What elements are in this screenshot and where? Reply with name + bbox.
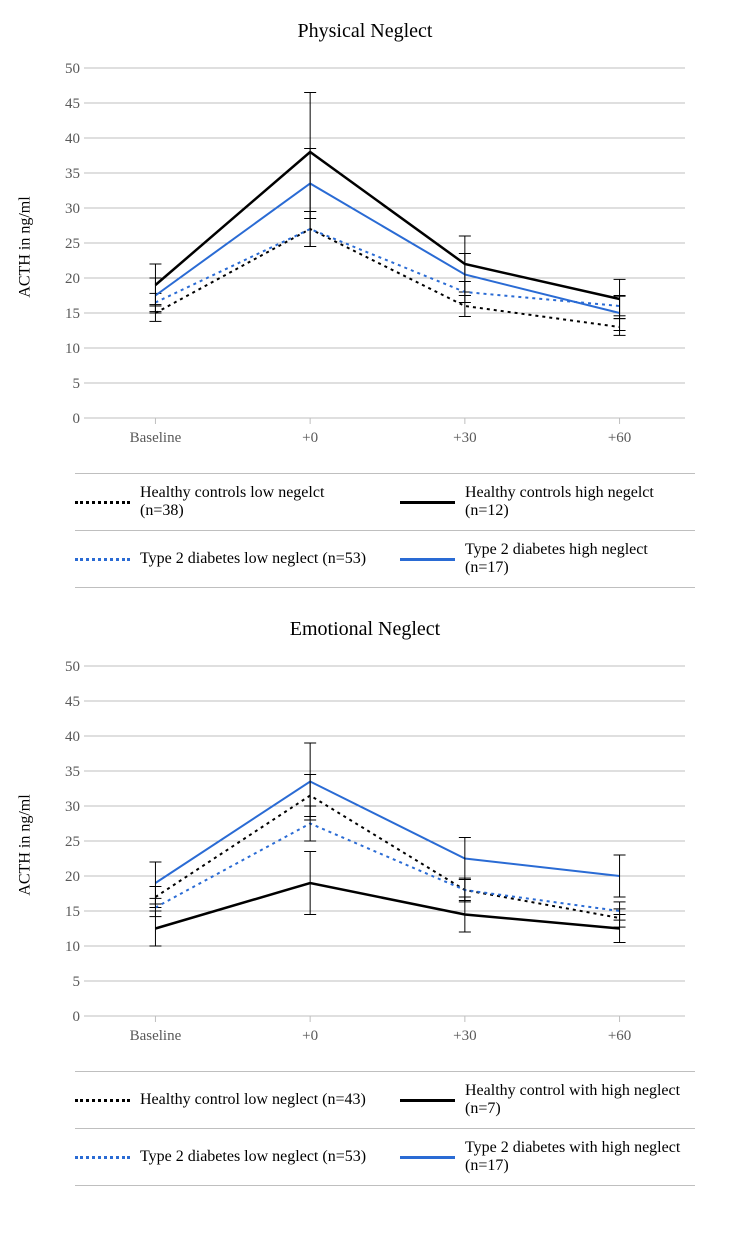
legend-swatch (75, 1156, 130, 1159)
legend-label: Healthy control low neglect (n=43) (140, 1091, 366, 1109)
svg-text:+60: +60 (608, 430, 631, 446)
svg-text:+60: +60 (608, 1028, 631, 1044)
legend-swatch (75, 1099, 130, 1102)
legend-label: Type 2 diabetes low neglect (n=53) (140, 1148, 366, 1166)
legend-label: Healthy controls low negelct (n=38) (140, 484, 370, 520)
legend-item: Healthy controls high negelct (n=12) (400, 484, 695, 520)
chart-area: ACTH in ng/ml 0 5 10 15 20 25 30 35 40 45 50 Baselin… (15, 656, 715, 1056)
y-axis-label: ACTH in ng/ml (17, 794, 35, 895)
legend-swatch (400, 1099, 455, 1102)
legend-item: Healthy control with high neglect (n=7) (400, 1082, 695, 1118)
svg-text:20: 20 (65, 271, 80, 287)
svg-text:5: 5 (73, 974, 81, 990)
svg-text:+30: +30 (453, 1028, 476, 1044)
chart-svg: 0 5 10 15 20 25 30 35 40 45 50 Baseline +0 +30 +60 (15, 656, 715, 1056)
chart-area: ACTH in ng/ml 0 5 10 15 20 25 30 35 40 45 50 Baselin… (15, 58, 715, 458)
legend: Healthy control low neglect (n=43) Health… (75, 1071, 695, 1186)
svg-text:10: 10 (65, 939, 80, 955)
panel-0: Physical Neglect ACTH in ng/ml 0 5 10 15 20 25 3… (15, 20, 715, 588)
svg-text:10: 10 (65, 341, 80, 357)
legend-item: Type 2 diabetes low neglect (n=53) (75, 541, 370, 577)
svg-text:Baseline: Baseline (130, 1028, 182, 1044)
svg-text:40: 40 (65, 729, 80, 745)
svg-text:45: 45 (65, 694, 80, 710)
svg-text:+30: +30 (453, 430, 476, 446)
legend-swatch (75, 501, 130, 504)
svg-text:Baseline: Baseline (130, 430, 182, 446)
panel-1: Emotional Neglect ACTH in ng/ml 0 5 10 15 20 25… (15, 618, 715, 1186)
figure: Physical Neglect ACTH in ng/ml 0 5 10 15 20 25 3… (0, 0, 730, 1236)
legend-swatch (75, 558, 130, 561)
svg-text:20: 20 (65, 869, 80, 885)
svg-text:15: 15 (65, 306, 80, 322)
svg-text:30: 30 (65, 201, 80, 217)
legend-label: Healthy control with high neglect (n=7) (465, 1082, 695, 1118)
legend-item: Type 2 diabetes high neglect (n=17) (400, 541, 695, 577)
legend-swatch (400, 501, 455, 504)
svg-text:50: 50 (65, 61, 80, 77)
legend-item: Healthy controls low negelct (n=38) (75, 484, 370, 520)
chart-title: Physical Neglect (15, 20, 715, 43)
svg-text:5: 5 (73, 376, 81, 392)
svg-text:25: 25 (65, 236, 80, 252)
y-axis-label: ACTH in ng/ml (17, 196, 35, 297)
svg-text:25: 25 (65, 834, 80, 850)
legend-label: Healthy controls high negelct (n=12) (465, 484, 695, 520)
svg-text:15: 15 (65, 904, 80, 920)
svg-text:35: 35 (65, 166, 80, 182)
svg-text:30: 30 (65, 799, 80, 815)
legend-item: Type 2 diabetes with high neglect (n=17) (400, 1139, 695, 1175)
legend-item: Type 2 diabetes low neglect (n=53) (75, 1139, 370, 1175)
svg-text:+0: +0 (302, 430, 318, 446)
svg-text:40: 40 (65, 131, 80, 147)
legend-swatch (400, 1156, 455, 1159)
svg-text:0: 0 (73, 411, 81, 427)
legend-swatch (400, 558, 455, 561)
svg-text:+0: +0 (302, 1028, 318, 1044)
svg-text:35: 35 (65, 764, 80, 780)
legend: Healthy controls low negelct (n=38) Healt… (75, 473, 695, 588)
legend-label: Type 2 diabetes with high neglect (n=17) (465, 1139, 695, 1175)
legend-label: Type 2 diabetes high neglect (n=17) (465, 541, 695, 577)
legend-item: Healthy control low neglect (n=43) (75, 1082, 370, 1118)
svg-text:50: 50 (65, 659, 80, 675)
chart-title: Emotional Neglect (15, 618, 715, 641)
svg-text:0: 0 (73, 1009, 81, 1025)
legend-label: Type 2 diabetes low neglect (n=53) (140, 550, 366, 568)
svg-text:45: 45 (65, 96, 80, 112)
chart-svg: 0 5 10 15 20 25 30 35 40 45 50 Baseline +0 +30 +60 (15, 58, 715, 458)
